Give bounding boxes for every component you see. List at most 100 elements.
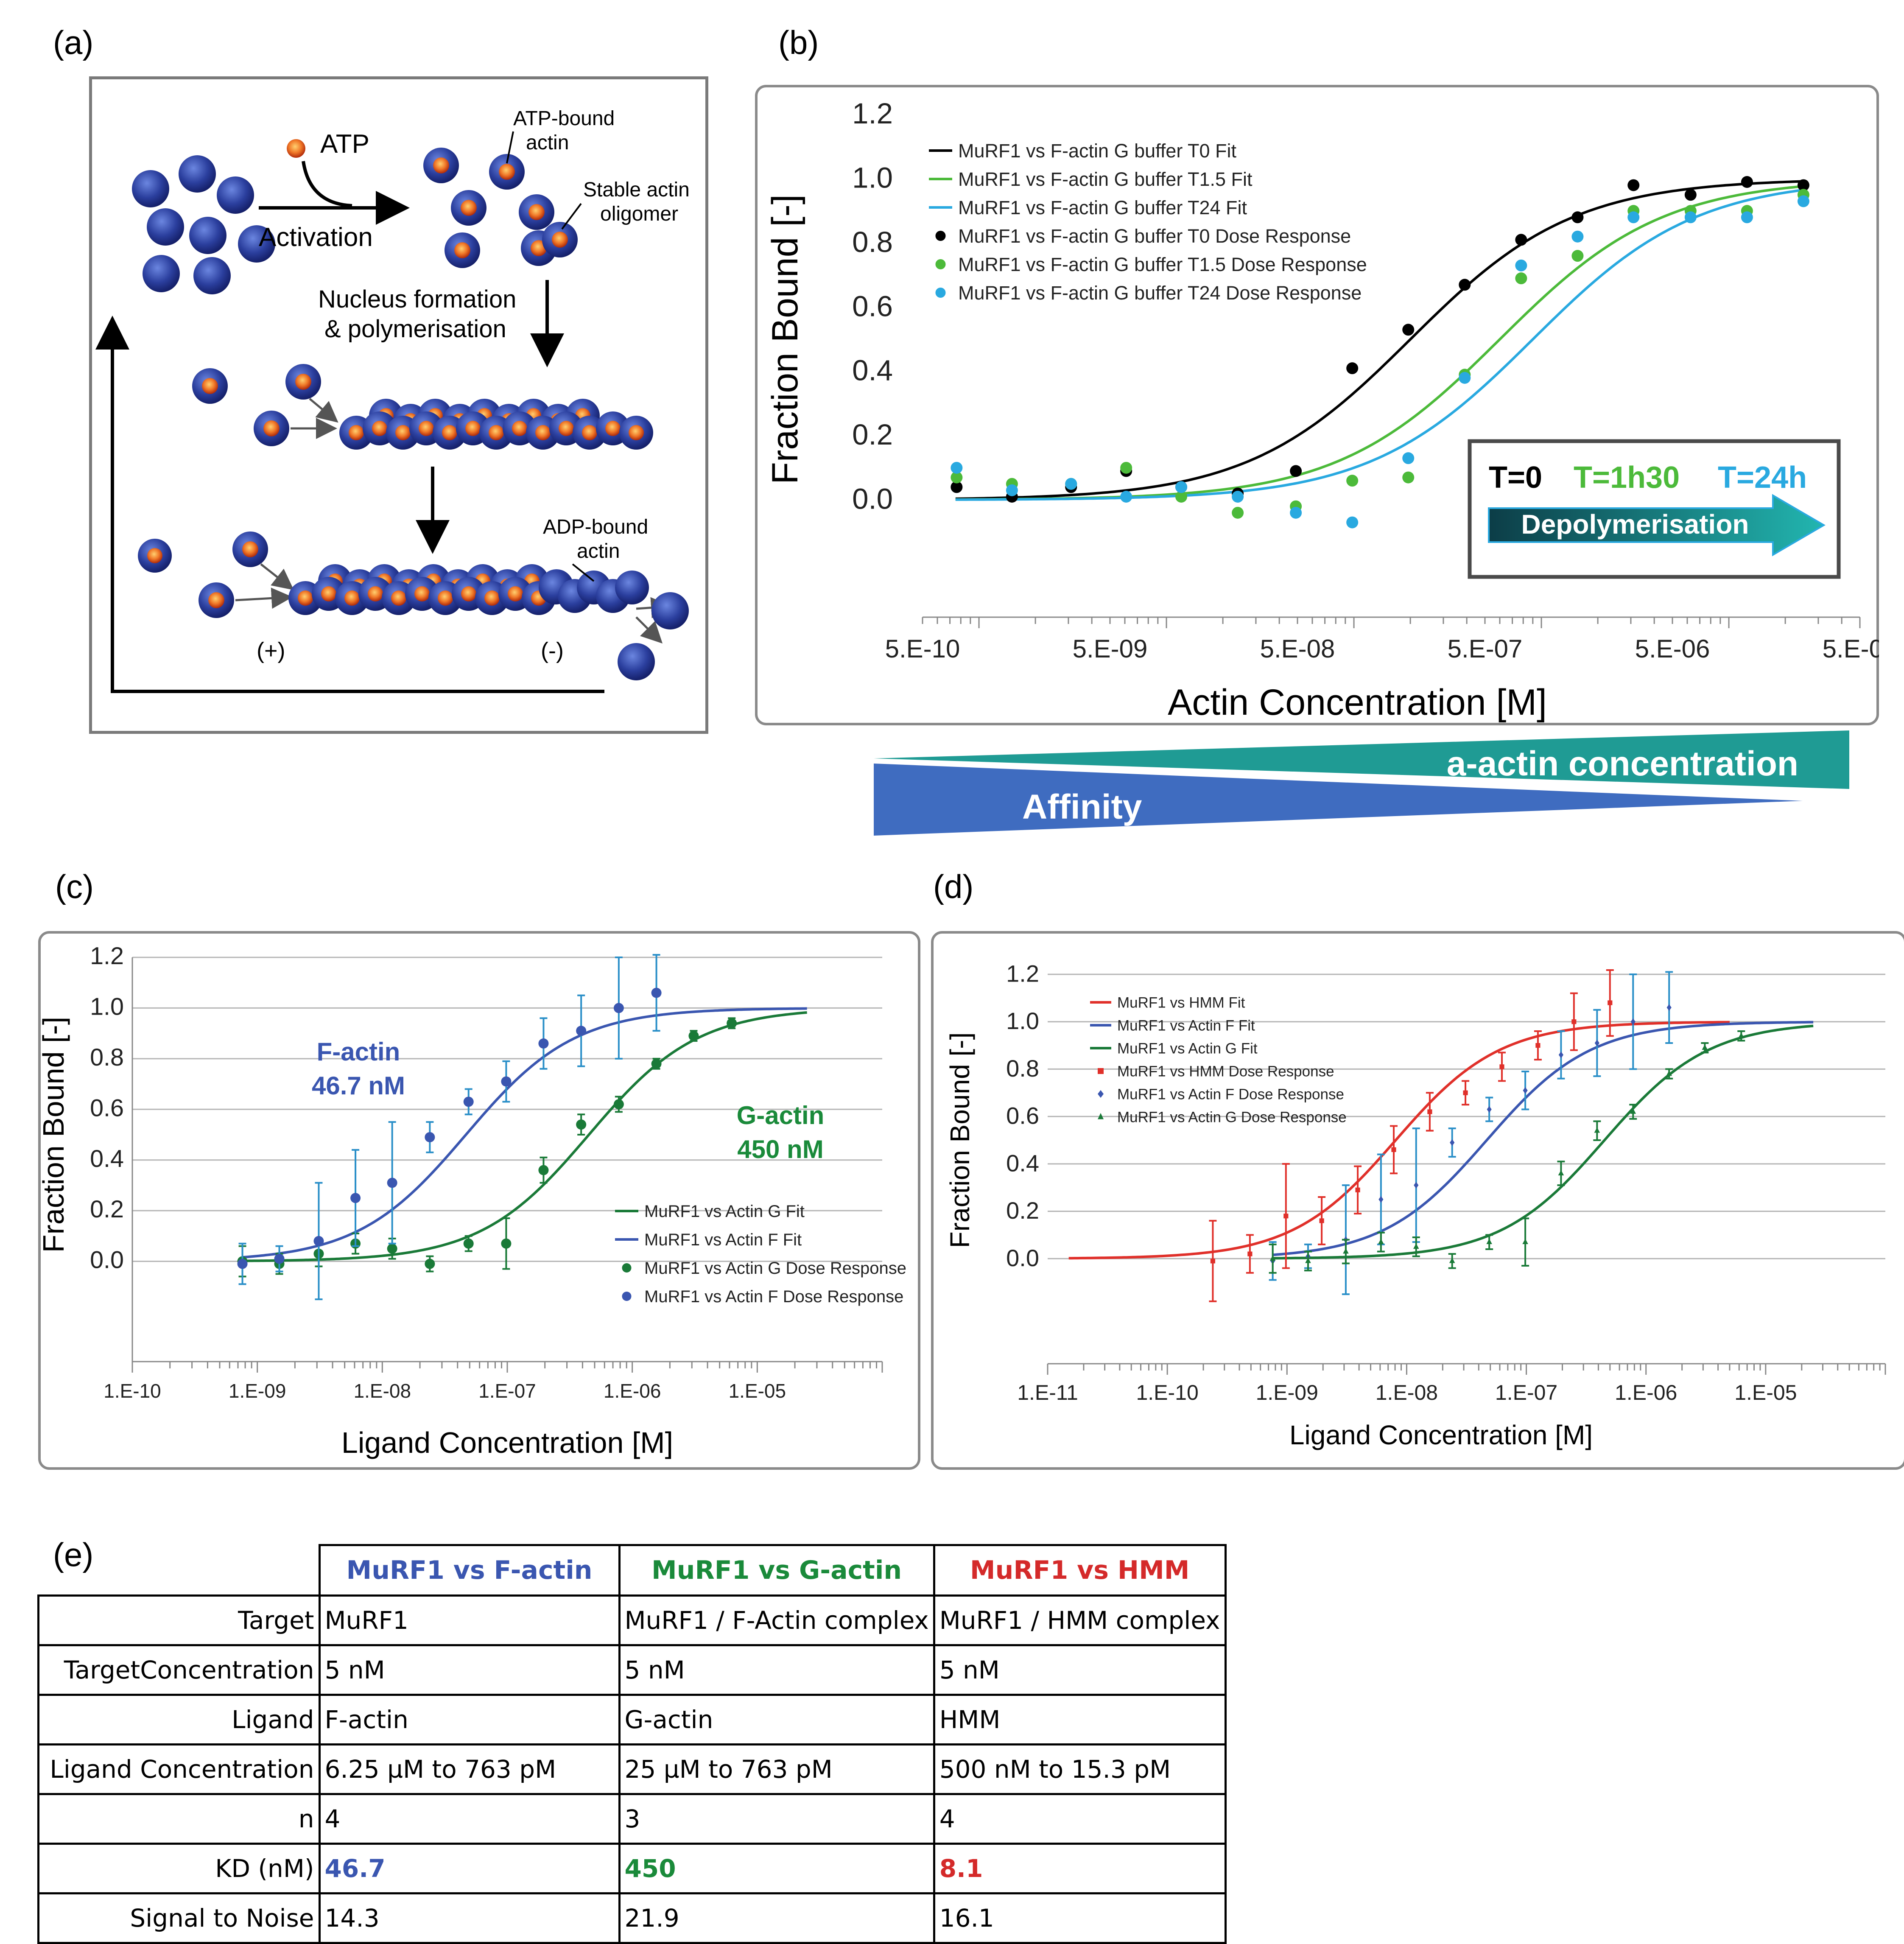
legend-label: MuRF1 vs F-actin G buffer T0 Dose Respon… <box>958 225 1351 247</box>
data-point <box>1402 452 1415 464</box>
x-tick-label: 1.E-05 <box>1734 1381 1797 1404</box>
data-point <box>1535 1043 1541 1048</box>
table-row: KD (nM) 46.7 450 8.1 <box>37 1843 1227 1894</box>
data-point <box>463 1096 474 1107</box>
recycle-arrow <box>95 316 604 693</box>
table-cell: G-actin <box>618 1694 935 1745</box>
data-point <box>463 1238 474 1249</box>
atp-core <box>414 586 430 601</box>
data-point <box>387 1178 397 1188</box>
data-point <box>1594 1039 1599 1046</box>
free-actin-monomer <box>147 208 184 246</box>
atp-core <box>321 586 336 601</box>
chart-c: 1.E-10 1.E-09 1.E-08 1.E-07 1.E-06 1.E-05 0.0 0… <box>38 943 906 1459</box>
legend-swatch <box>622 1292 632 1301</box>
x-tick-label: 5.E-10 <box>885 635 960 663</box>
legend-label: MuRF1 vs Actin F Dose Response <box>1117 1086 1344 1102</box>
x-tick-label: 1.E-10 <box>103 1380 161 1402</box>
adp-filament-subunit <box>615 571 649 604</box>
data-point <box>576 1026 587 1036</box>
data-point <box>1797 179 1809 191</box>
legend-swatch <box>1098 1090 1104 1098</box>
table-cell: 500 nM to 15.3 pM <box>933 1743 1227 1795</box>
data-point <box>1355 1187 1360 1192</box>
data-point <box>1571 250 1584 262</box>
atp-core <box>433 157 449 173</box>
atp-molecule <box>287 139 305 158</box>
kd-value-hmm: 8.1 <box>933 1843 1227 1894</box>
x-tick-label: 1.E-08 <box>1376 1381 1438 1404</box>
data-point <box>501 1076 512 1087</box>
data-point <box>651 1058 662 1069</box>
data-point <box>1666 1004 1672 1011</box>
g-actin-kd-annotation: 450 nM <box>737 1135 823 1164</box>
data-point <box>1120 462 1132 474</box>
adp-bound-label-2: actin <box>577 540 620 562</box>
legend-label: MuRF1 vs Actin G Dose Response <box>1117 1109 1347 1125</box>
atp-core <box>582 425 597 440</box>
y-tick-label: 0.6 <box>1006 1102 1039 1129</box>
atp-core <box>438 590 453 606</box>
x-tick-label: 1.E-10 <box>1136 1381 1198 1404</box>
row-label-kd: KD (nM) <box>37 1843 321 1894</box>
data-point <box>1558 1051 1564 1058</box>
atp-core <box>349 425 364 440</box>
t24-label: T=24h <box>1718 461 1807 495</box>
data-point <box>1741 211 1753 224</box>
data-point <box>613 1003 624 1013</box>
data-point <box>1378 1239 1384 1244</box>
chart-b: 5.E-10 5.E-09 5.E-08 5.E-07 5.E-06 5.E-05 0.0 0… <box>765 97 1879 723</box>
y-tick-label: 0.2 <box>1006 1197 1039 1224</box>
y-tick-label: 0.8 <box>1006 1055 1039 1082</box>
atp-core <box>202 378 218 394</box>
legend-label: MuRF1 vs F-actin G buffer T1.5 Dose Resp… <box>958 254 1367 275</box>
atp-core <box>489 425 504 440</box>
column-header-f-actin: MuRF1 vs F-actin <box>318 1544 621 1597</box>
free-actin-monomer <box>193 257 231 294</box>
chart-c-frame <box>38 931 920 1470</box>
y-tick-label: 0.4 <box>1006 1150 1039 1176</box>
data-point <box>1797 195 1809 207</box>
actin-cycle-diagram: ATP Activation ATP-bound actin Stable ac… <box>95 107 690 693</box>
legend-label: MuRF1 vs Actin F Dose Response <box>644 1287 903 1306</box>
kd-value-f-actin: 46.7 <box>318 1843 621 1894</box>
y-axis-label: Fraction Bound [-] <box>38 1017 70 1253</box>
x-tick-label: 1.E-09 <box>1256 1381 1318 1404</box>
legend-swatch <box>935 259 946 269</box>
atp-core <box>391 590 406 606</box>
fit-curve <box>955 188 1804 501</box>
table-cell: 4 <box>933 1793 1227 1845</box>
legend-label: MuRF1 vs Actin F Fit <box>644 1231 802 1249</box>
data-point <box>313 1236 324 1246</box>
atp-core <box>368 586 383 601</box>
data-point <box>1515 272 1527 285</box>
x-tick-label: 1.E-05 <box>729 1380 786 1402</box>
data-point <box>425 1259 435 1269</box>
x-axis-label: Ligand Concentration [M] <box>341 1426 673 1459</box>
data-point <box>1702 1044 1708 1050</box>
atp-core <box>512 421 527 436</box>
legend-swatch <box>622 1263 632 1273</box>
x-tick-label: 1.E-09 <box>229 1380 286 1402</box>
table-row: Target MuRF1 MuRF1 / F-Actin complex MuR… <box>37 1594 1227 1646</box>
kd-value-g-actin: 450 <box>618 1843 935 1894</box>
data-point <box>1558 1170 1564 1175</box>
data-point <box>1630 1018 1636 1025</box>
data-point <box>1523 1087 1528 1094</box>
table-row: TargetConcentration 5 nM 5 nM 5 nM <box>37 1644 1227 1696</box>
f-actin-kd-annotation: 46.7 nM <box>312 1071 405 1100</box>
data-point <box>727 1018 737 1029</box>
nucleus-label-2: & polymerisation <box>324 315 506 343</box>
x-tick-label: 1.E-08 <box>354 1380 411 1402</box>
table-cell: 3 <box>618 1793 935 1845</box>
atp-label: ATP <box>320 129 369 159</box>
data-point <box>1210 1259 1216 1264</box>
legend-label: MuRF1 vs F-actin G buffer T24 Fit <box>958 197 1247 218</box>
atp-bound-label-1: ATP-bound <box>513 107 615 130</box>
atp-core <box>372 421 387 436</box>
fit-curve <box>1068 1021 1730 1260</box>
free-actin-monomer <box>217 176 254 214</box>
depolymerisation-arrow <box>1488 494 1826 557</box>
data-point <box>1487 1106 1492 1113</box>
legend-swatch <box>1098 1068 1104 1074</box>
